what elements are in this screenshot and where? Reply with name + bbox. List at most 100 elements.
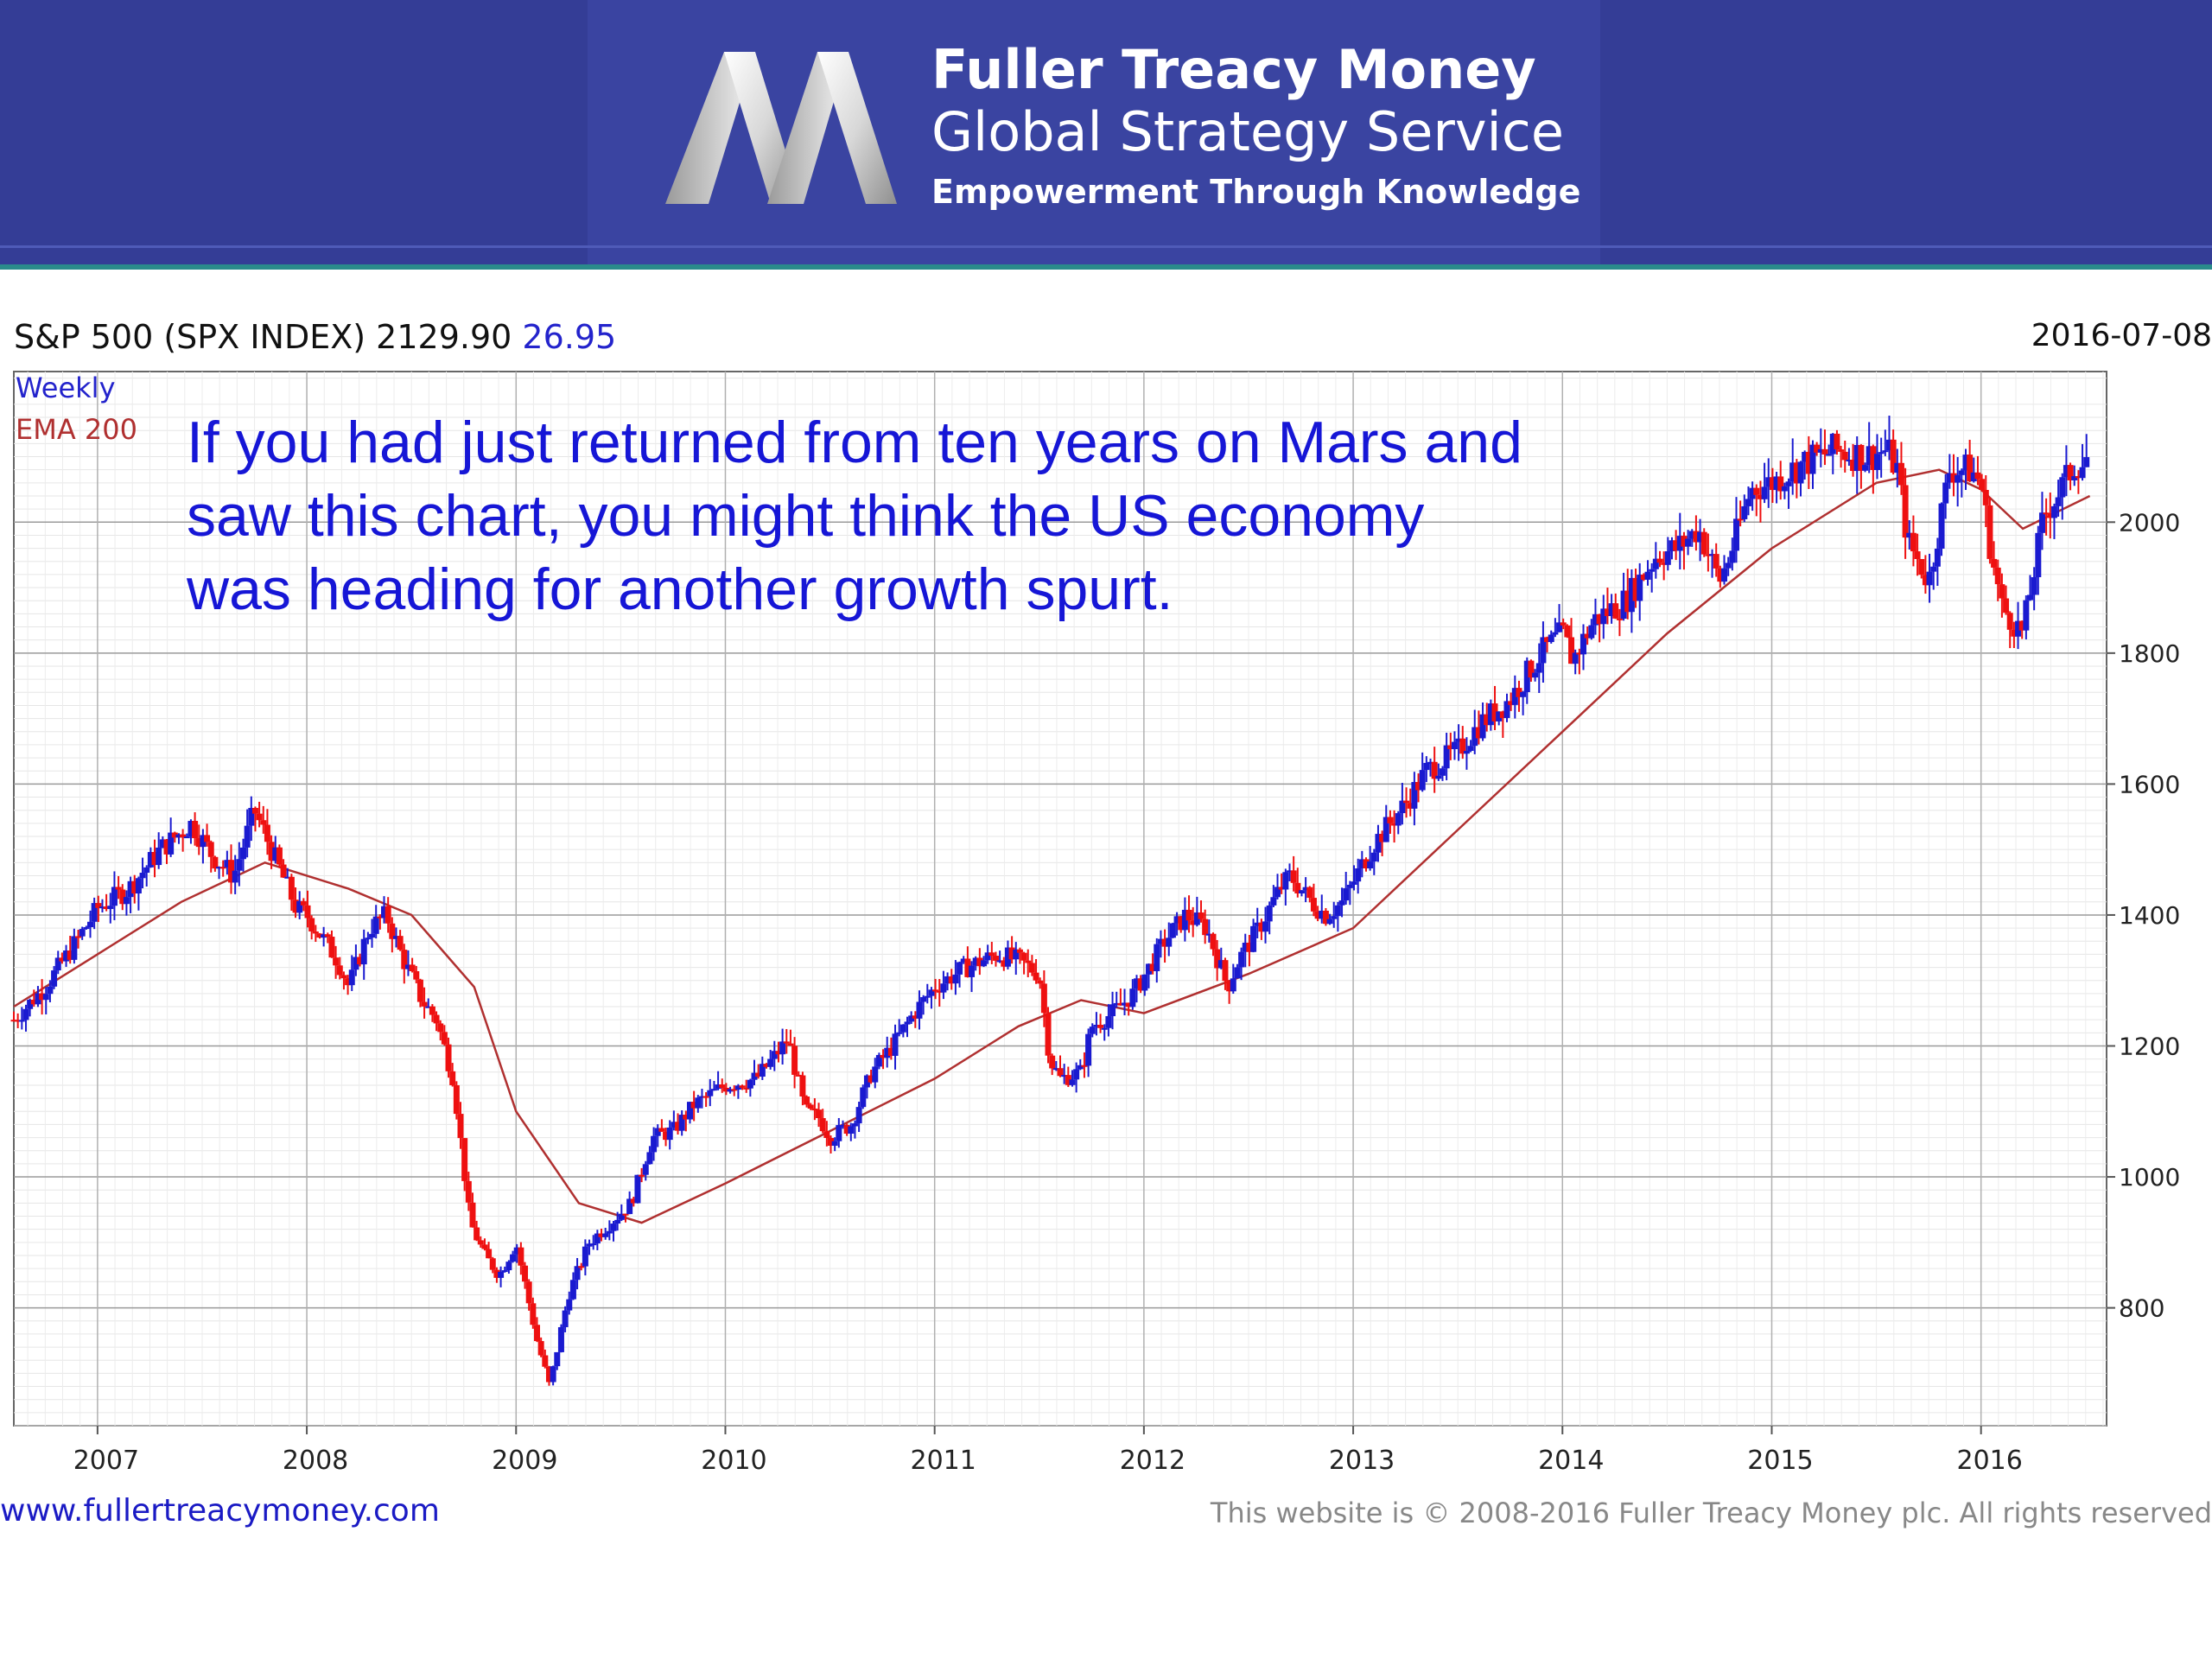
price-bar-body <box>1685 538 1692 547</box>
price-bar-body <box>232 870 238 883</box>
price-bar-body <box>47 986 54 995</box>
price-bar-body <box>1885 439 1892 451</box>
price-bar-body <box>1370 852 1377 862</box>
price-bar-body <box>1934 548 1941 567</box>
price-bar-body <box>1045 1013 1052 1056</box>
price-bar-body <box>562 1310 569 1327</box>
price-bar-body <box>353 957 359 970</box>
price-bar-body <box>79 929 86 937</box>
footer-url-link[interactable]: www.fullertreacymoney.com <box>0 1493 440 1529</box>
price-bar-body <box>1926 571 1933 586</box>
price-bar-body <box>284 876 291 879</box>
price-bar-body <box>964 958 971 977</box>
price-bar-body <box>530 1303 537 1325</box>
price-bar-body <box>1717 568 1724 582</box>
price-bar-body <box>1970 472 1977 482</box>
price-bar-body <box>1580 633 1586 655</box>
price-bar-body <box>1133 978 1140 989</box>
price-bar-body <box>1628 577 1635 613</box>
price-bar-body <box>292 899 299 913</box>
price-bar-body <box>606 1230 613 1234</box>
price-bar-body <box>1544 637 1551 643</box>
price-bar-body <box>1004 947 1011 967</box>
price-bar-body <box>928 989 935 996</box>
price-bar-body <box>518 1247 524 1266</box>
price-bar-body <box>957 962 963 975</box>
price-bar-body <box>1363 859 1370 869</box>
price-bar-body <box>1894 462 1901 474</box>
price-bar-body <box>1649 569 1656 572</box>
price-bar-body <box>1600 608 1607 625</box>
price-bar-body <box>2011 629 2018 637</box>
price-bar-body <box>489 1258 496 1270</box>
price-bar-body <box>1669 540 1675 551</box>
price-bar-body <box>1532 672 1539 678</box>
price-bar-body <box>1375 834 1382 853</box>
price-bar-body <box>18 1020 25 1022</box>
price-bar-body <box>1154 944 1160 971</box>
price-bar-body <box>474 1227 480 1241</box>
price-bar-body <box>1999 584 2005 599</box>
price-bar-body <box>1834 433 1840 450</box>
price-bar-body <box>1503 701 1510 718</box>
price-bar-body <box>365 938 372 940</box>
price-bar-body <box>239 847 246 860</box>
price-bar-body <box>582 1246 588 1267</box>
price-bar-body <box>2003 598 2010 613</box>
price-bar-body <box>1616 618 1623 620</box>
price-bar-body <box>1632 577 1639 601</box>
price-bar-body <box>1447 745 1454 750</box>
y-tick-label: 1600 <box>2119 770 2180 798</box>
price-bar-body <box>1073 1069 1080 1080</box>
price-bar-body <box>385 906 391 924</box>
price-bar-body <box>1946 473 1953 483</box>
price-bar-body <box>751 1072 758 1080</box>
price-bar-body <box>981 960 988 967</box>
price-bar-body <box>1391 823 1398 826</box>
price-bar-body <box>139 873 146 879</box>
price-bar-body <box>731 1089 738 1091</box>
price-bar-body <box>416 979 423 1002</box>
price-bar-body <box>1568 637 1575 664</box>
price-bar-body <box>1902 485 1909 538</box>
price-bar-body <box>1797 461 1804 484</box>
price-bar-body <box>1081 1065 1088 1067</box>
price-bar-body <box>2023 600 2030 631</box>
price-bar-body <box>1178 916 1185 931</box>
price-bar-body <box>1355 868 1362 882</box>
price-bar-body <box>1234 967 1241 979</box>
price-bar-body <box>1596 613 1603 625</box>
price-bar-body <box>639 1174 645 1177</box>
price-bar-body <box>924 995 931 998</box>
price-bar-body <box>1217 960 1224 969</box>
price-bar-body <box>1193 912 1200 925</box>
price-bar-body <box>264 824 270 842</box>
price-bar-body <box>719 1084 726 1088</box>
price-bar-body <box>574 1266 581 1281</box>
price-bar-body <box>1829 433 1836 454</box>
price-bar-body <box>1439 768 1446 776</box>
price-bar-body <box>887 1047 894 1056</box>
price-bar-body <box>377 916 384 918</box>
price-bar-body <box>1866 446 1872 466</box>
price-bar-body <box>1576 652 1583 655</box>
price-bar-body <box>904 1021 911 1025</box>
price-bar-body <box>2079 467 2086 479</box>
price-bar-body <box>183 836 190 839</box>
price-bar-body <box>397 936 404 950</box>
price-bar-body <box>1878 452 1885 454</box>
price-bar-body <box>1914 551 1921 560</box>
price-bar-body <box>123 897 130 905</box>
price-bar-body <box>135 878 142 894</box>
x-tick-label: 2013 <box>1329 1446 1395 1476</box>
price-bar-body <box>1725 563 1732 569</box>
price-bar-body <box>537 1341 544 1356</box>
price-bar-body <box>1982 489 1989 505</box>
price-bar-body <box>360 938 367 965</box>
price-bar-body <box>722 1087 729 1092</box>
price-bar-body <box>300 900 307 906</box>
price-bar-body <box>658 1128 665 1132</box>
chart-change-value: 26.95 <box>522 318 617 356</box>
price-bar-body <box>1802 451 1808 462</box>
price-bar-body <box>1040 983 1047 1014</box>
